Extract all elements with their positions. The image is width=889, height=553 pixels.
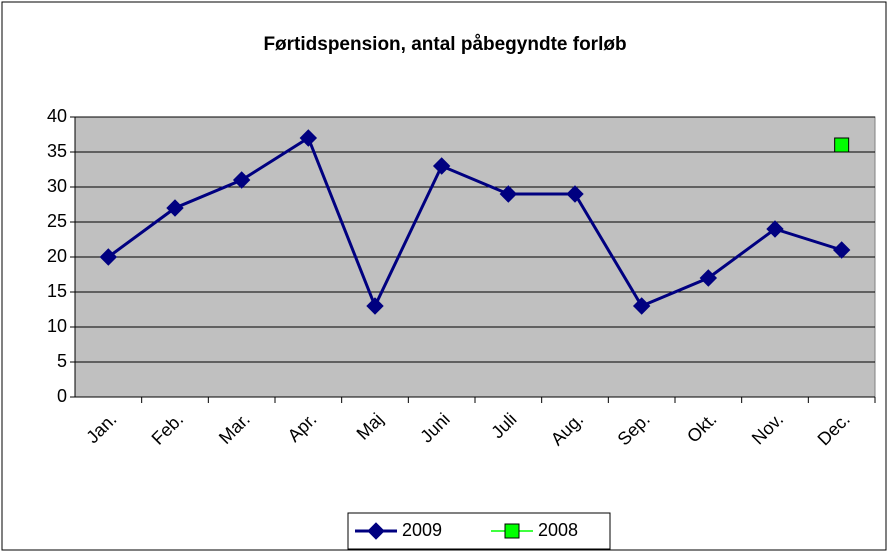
y-tick-label: 35 (47, 141, 67, 161)
legend-label: 2009 (402, 520, 442, 540)
data-point (766, 220, 784, 238)
data-point (834, 137, 850, 153)
y-tick-label: 30 (47, 176, 67, 196)
data-point (632, 297, 651, 315)
data-point (432, 157, 451, 175)
data-point (366, 297, 384, 315)
legend-label: 2008 (538, 520, 578, 540)
legend-marker (504, 523, 520, 539)
y-tick-label: 20 (47, 246, 67, 266)
y-tick-label: 25 (47, 211, 67, 231)
data-point (699, 269, 718, 287)
data-point (99, 248, 118, 266)
series-line (107, 135, 843, 310)
data-point (299, 129, 318, 147)
legend-marker (367, 522, 385, 540)
data-point (566, 185, 584, 203)
y-tick-label: 0 (57, 386, 67, 406)
data-point (832, 241, 851, 259)
data-point (232, 171, 251, 189)
chart-title: Førtidspension, antal påbegyndte forløb (263, 34, 626, 55)
y-tick-label: 40 (47, 106, 67, 126)
data-point (166, 199, 184, 217)
y-tick-label: 15 (47, 281, 67, 301)
data-point (499, 185, 518, 203)
y-tick-label: 5 (57, 351, 67, 371)
y-tick-label: 10 (47, 316, 67, 336)
